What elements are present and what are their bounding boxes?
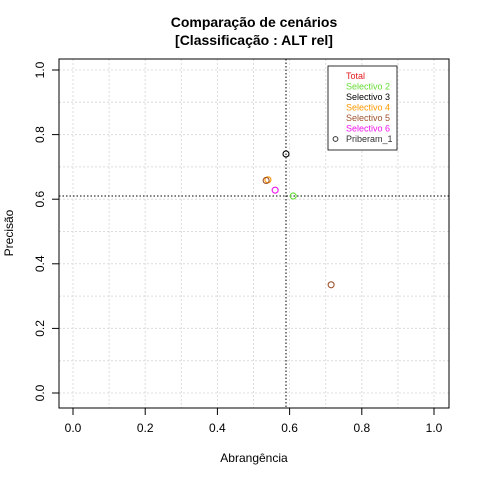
y-axis-label: Precisão	[2, 209, 16, 256]
data-point	[327, 281, 335, 289]
y-tick-label: 1.0	[33, 61, 47, 78]
x-tick-label: 0.6	[281, 421, 298, 435]
legend-marker	[332, 136, 339, 142]
legend-entry-label: Total	[346, 71, 365, 81]
y-tick-label: 0.4	[33, 255, 47, 272]
x-tick-label: 0.4	[209, 421, 226, 435]
x-tick-label: 1.0	[426, 421, 443, 435]
legend-entry-label: Selectivo 3	[346, 92, 390, 102]
data-point	[289, 192, 297, 200]
data-point	[271, 186, 279, 194]
grid	[59, 59, 449, 408]
x-axis-label: Abrangência	[220, 451, 288, 465]
chart-title-line-1: Comparação de cenários	[171, 14, 338, 30]
chart-title-line-2: [Classificação : ALT rel]	[175, 32, 333, 48]
data-points	[262, 150, 335, 289]
legend-box	[327, 65, 398, 151]
x-tick-label: 0.0	[65, 421, 82, 435]
legend-entry-label: Priberam_1	[346, 134, 393, 144]
x-tick-label: 0.8	[353, 421, 370, 435]
legend-entry-label: Selectivo 6	[346, 124, 390, 134]
reference-lines	[59, 59, 449, 408]
data-point	[282, 150, 290, 158]
legend-entry-label: Selectivo 4	[346, 103, 390, 113]
x-tick-label: 0.2	[137, 421, 154, 435]
y-tick-label: 0.0	[33, 384, 47, 401]
x-axis: 0.0 0.2 0.4 0.6 0.8 1.0	[65, 407, 443, 435]
y-tick-label: 0.6	[33, 191, 47, 208]
legend-entry-label: Selectivo 5	[346, 113, 390, 123]
y-tick-label: 0.8	[33, 126, 47, 143]
y-axis: 0.0 0.2 0.4 0.6 0.8 1.0	[33, 61, 60, 401]
legend-entry-label: Selectivo 2	[346, 82, 390, 92]
data-point	[262, 176, 270, 185]
y-tick-label: 0.2	[33, 320, 47, 337]
